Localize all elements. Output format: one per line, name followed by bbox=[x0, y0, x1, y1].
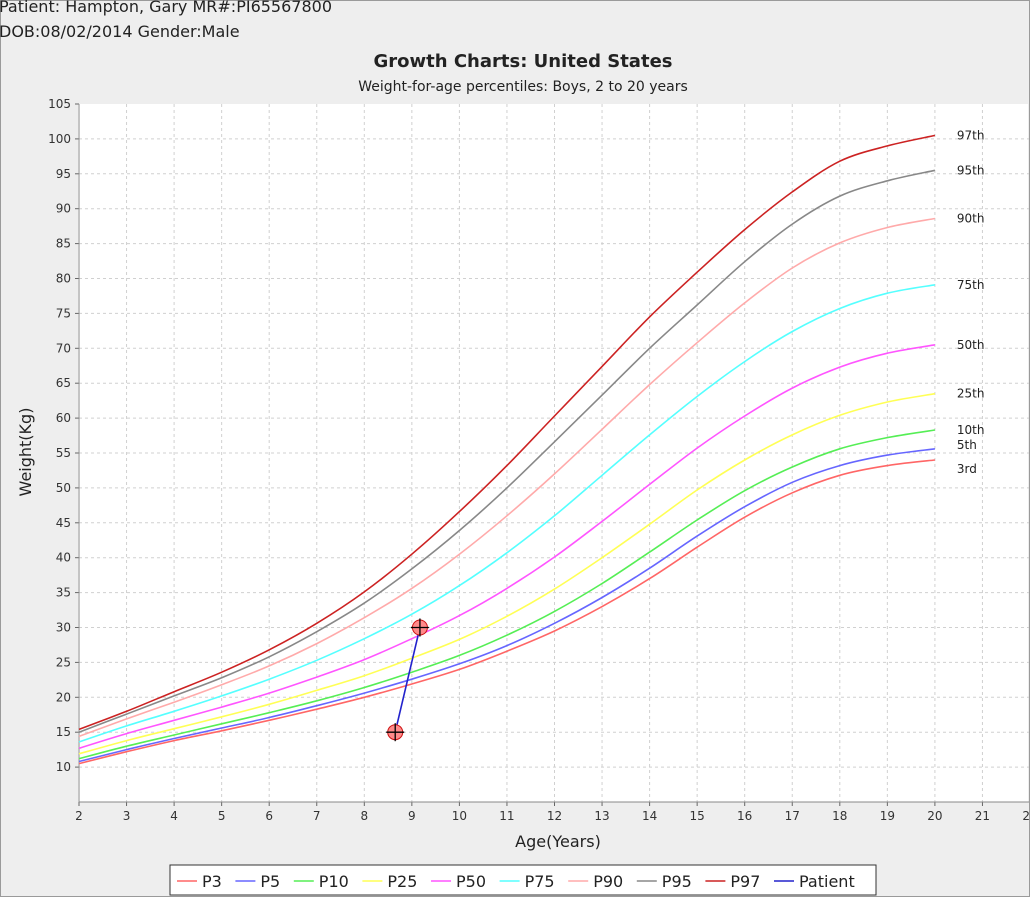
y-tick-label: 40 bbox=[56, 551, 71, 565]
x-tick-label: 11 bbox=[499, 809, 514, 823]
patient-line bbox=[394, 627, 421, 733]
x-tick-label: 7 bbox=[313, 809, 321, 823]
series-line-p50 bbox=[78, 344, 936, 750]
x-tick-label: 22 bbox=[1022, 809, 1029, 823]
y-tick-label: 25 bbox=[56, 655, 71, 669]
series-line-p95 bbox=[78, 169, 936, 733]
legend-box bbox=[169, 864, 877, 896]
series-line-p3 bbox=[78, 459, 935, 765]
y-tick-label: 45 bbox=[56, 516, 71, 530]
series-line-p97 bbox=[78, 134, 936, 731]
x-tick-label: 17 bbox=[785, 809, 800, 823]
percentile-label-p90: 90th bbox=[957, 211, 985, 225]
y-tick-label: 60 bbox=[56, 411, 71, 425]
y-tick-label: 90 bbox=[56, 202, 71, 216]
x-tick-label: 6 bbox=[265, 809, 273, 823]
y-tick-label: 85 bbox=[56, 237, 71, 251]
percentile-label-p50: 50th bbox=[957, 338, 985, 352]
y-tick-label: 70 bbox=[56, 341, 71, 355]
percentile-label-p3: 3rd bbox=[957, 462, 977, 476]
legend-label-p50: P50 bbox=[456, 872, 486, 891]
chart-subtitle: Weight-for-age percentiles: Boys, 2 to 2… bbox=[358, 79, 688, 95]
percentile-label-p97: 97th bbox=[957, 128, 985, 142]
y-tick-label: 80 bbox=[56, 272, 71, 286]
legend: P3 P5 P10 P25 P50 P75 P90 P95 P97 Patient bbox=[169, 864, 877, 896]
y-tick-label: 65 bbox=[56, 376, 71, 390]
legend-label-p25: P25 bbox=[387, 872, 417, 891]
y-axis-label: Weight(Kg) bbox=[16, 408, 35, 497]
y-tick-label: 50 bbox=[56, 481, 71, 495]
y-tick-label: 75 bbox=[56, 306, 71, 320]
x-tick-label: 12 bbox=[547, 809, 562, 823]
series-line-p25 bbox=[78, 392, 936, 755]
legend-label-p75: P75 bbox=[525, 872, 555, 891]
x-tick-label: 13 bbox=[594, 809, 609, 823]
x-tick-label: 16 bbox=[737, 809, 752, 823]
x-tick-label: 14 bbox=[642, 809, 657, 823]
legend-label-p5: P5 bbox=[260, 872, 280, 891]
x-tick-label: 15 bbox=[690, 809, 705, 823]
series-line-p75 bbox=[78, 284, 936, 743]
legend-label-p3: P3 bbox=[202, 872, 222, 891]
y-tick-label: 10 bbox=[56, 760, 71, 774]
patient-name-mrn: Patient: Hampton, Gary MR#:PI65567800 bbox=[0, 0, 332, 16]
series-line-p5 bbox=[78, 448, 936, 763]
grid bbox=[79, 104, 1029, 802]
x-tick-label: 5 bbox=[218, 809, 226, 823]
series-group bbox=[78, 134, 936, 765]
x-tick-label: 20 bbox=[927, 809, 942, 823]
y-tick-label: 35 bbox=[56, 586, 71, 600]
chart-title: Growth Charts: United States bbox=[374, 51, 673, 72]
y-tick-label: 15 bbox=[56, 725, 71, 739]
legend-label-p95: P95 bbox=[662, 872, 692, 891]
x-axis-label: Age(Years) bbox=[515, 832, 601, 851]
legend-label-p97: P97 bbox=[730, 872, 760, 891]
y-tick-label: 55 bbox=[56, 446, 71, 460]
x-tick-label: 9 bbox=[408, 809, 416, 823]
y-tick-label: 100 bbox=[48, 132, 71, 146]
x-tick-label: 18 bbox=[832, 809, 847, 823]
patient-dob-gender: DOB:08/02/2014 Gender:Male bbox=[0, 22, 240, 41]
percentile-label-p75: 75th bbox=[957, 278, 985, 292]
x-tick-label: 19 bbox=[880, 809, 895, 823]
patient-series bbox=[386, 618, 429, 742]
x-tick-label: 10 bbox=[452, 809, 467, 823]
legend-label-p10: P10 bbox=[319, 872, 349, 891]
x-tick-label: 8 bbox=[360, 809, 368, 823]
axes: 2345678910111213141516171819202122101520… bbox=[48, 97, 1029, 823]
series-line-p10 bbox=[78, 429, 936, 760]
percentile-label-p5: 5th bbox=[957, 438, 977, 452]
percentile-label-p10: 10th bbox=[957, 423, 985, 437]
y-tick-label: 30 bbox=[56, 621, 71, 635]
x-tick-label: 4 bbox=[170, 809, 178, 823]
legend-label-p90: P90 bbox=[593, 872, 623, 891]
y-tick-label: 95 bbox=[56, 167, 71, 181]
x-tick-label: 3 bbox=[123, 809, 131, 823]
y-tick-label: 20 bbox=[56, 690, 71, 704]
percentile-label-p95: 95th bbox=[957, 163, 985, 177]
x-tick-label: 2 bbox=[75, 809, 83, 823]
percentile-label-p25: 25th bbox=[957, 387, 985, 401]
series-line-p90 bbox=[78, 217, 936, 738]
x-tick-label: 21 bbox=[975, 809, 990, 823]
y-tick-label: 105 bbox=[48, 97, 71, 111]
legend-label-patient: Patient bbox=[799, 872, 855, 891]
